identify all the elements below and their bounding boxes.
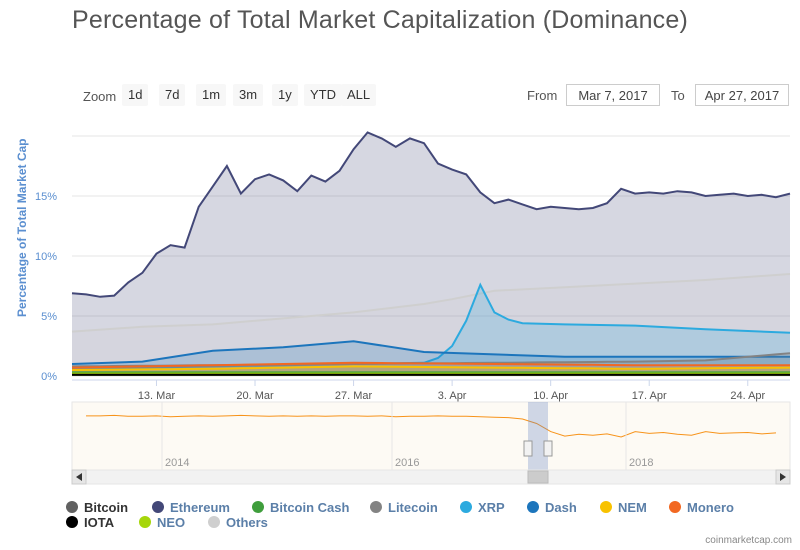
navigator-series-line xyxy=(86,414,777,438)
legend-dot-icon xyxy=(152,501,164,513)
series-line-monero[interactable] xyxy=(71,361,790,369)
legend-item-xrp[interactable]: XRP xyxy=(460,500,505,515)
legend-item-iota[interactable]: IOTA xyxy=(66,515,114,530)
series-line-nem[interactable] xyxy=(71,365,791,371)
y-tick-label: 0% xyxy=(41,371,57,383)
series-area-xrp xyxy=(72,284,790,376)
to-label: To xyxy=(671,88,685,103)
legend-item-neo[interactable]: NEO xyxy=(139,515,185,530)
scrollbar-thumb[interactable] xyxy=(527,470,549,484)
legend-dot-icon xyxy=(252,501,264,513)
legend-label: Dash xyxy=(545,500,577,515)
legend-dot-icon xyxy=(208,516,220,528)
scroll-right-arrow-icon xyxy=(780,473,786,481)
series-area-ethereum xyxy=(72,132,790,376)
legend-label: NEO xyxy=(157,515,186,530)
x-tick-label: 13. Mar xyxy=(138,390,176,402)
navigator-handle[interactable] xyxy=(543,440,553,457)
to-date-input[interactable]: Apr 27, 2017 xyxy=(695,84,789,106)
series-area-others xyxy=(72,274,790,376)
zoom-3m-button[interactable]: 3m xyxy=(233,84,264,106)
legend-label: Monero xyxy=(687,500,734,515)
legend-item-dash[interactable]: Dash xyxy=(527,500,577,515)
x-tick-label: 20. Mar xyxy=(236,390,274,402)
chart-title: Percentage of Total Market Capitalizatio… xyxy=(72,6,688,34)
legend-label: Others xyxy=(226,515,268,530)
y-tick-label: 10% xyxy=(35,251,57,263)
legend-label: XRP xyxy=(478,500,505,515)
legend-item-bitcoin[interactable]: Bitcoin xyxy=(66,500,128,515)
zoom-1d-button[interactable]: 1d xyxy=(122,84,149,106)
x-tick-label: 10. Apr xyxy=(533,390,568,402)
legend-label: Bitcoin Cash xyxy=(270,500,350,515)
from-label: From xyxy=(527,88,558,103)
legend-item-others[interactable]: Others xyxy=(208,515,268,530)
legend-item-nem[interactable]: NEM xyxy=(600,500,647,515)
x-tick-label: 17. Apr xyxy=(632,390,667,402)
legend-dot-icon xyxy=(370,501,382,513)
series-line-ethereum[interactable] xyxy=(71,131,791,298)
from-date-input[interactable]: Mar 7, 2017 xyxy=(566,84,660,106)
scrollbar-track[interactable] xyxy=(71,469,791,485)
legend-dot-icon xyxy=(66,516,78,528)
legend-item-bitcoin-cash[interactable]: Bitcoin Cash xyxy=(252,500,349,515)
zoom-all-button[interactable]: ALL xyxy=(341,84,377,106)
x-tick-label: 24. Apr xyxy=(730,390,765,402)
navigator-panel xyxy=(71,401,791,471)
legend-dot-icon xyxy=(527,501,539,513)
zoom-7d-button[interactable]: 7d xyxy=(159,84,186,106)
legend-dot-icon xyxy=(600,501,612,513)
series-line-others[interactable] xyxy=(71,273,791,333)
legend-label: Bitcoin xyxy=(84,500,129,515)
navigator-year-label: 2016 xyxy=(395,457,419,469)
y-tick-label: 5% xyxy=(41,311,57,323)
zoom-label: Zoom xyxy=(83,89,117,104)
legend-dot-icon xyxy=(139,516,151,528)
scroll-left-arrow-icon xyxy=(76,473,82,481)
legend-dot-icon xyxy=(460,501,472,513)
zoom-1m-button[interactable]: 1m xyxy=(196,84,227,106)
x-tick-label: 27. Mar xyxy=(335,390,373,402)
zoom-1y-button[interactable]: 1y xyxy=(272,84,298,106)
navigator-year-label: 2014 xyxy=(165,457,189,469)
credits-link[interactable]: coinmarketcap.com xyxy=(705,535,792,546)
legend-dot-icon xyxy=(669,501,681,513)
legend-item-monero[interactable]: Monero xyxy=(669,500,734,515)
legend-dot-icon xyxy=(66,501,78,513)
navigator-selection[interactable] xyxy=(528,402,548,470)
legend-item-ethereum[interactable]: Ethereum xyxy=(152,500,230,515)
series-line-dash[interactable] xyxy=(71,340,790,365)
legend-item-litecoin[interactable]: Litecoin xyxy=(370,500,438,515)
series-area-litecoin xyxy=(72,353,790,376)
legend-label: IOTA xyxy=(84,515,115,530)
x-tick-label: 3. Apr xyxy=(438,390,467,402)
legend-label: NEM xyxy=(618,500,647,515)
chart-canvas: 0% 5% 10% 15% 13. Mar 20. Mar 27. Mar 3. Apr 10.… xyxy=(35,131,791,485)
zoom-ytd-button[interactable]: YTD xyxy=(304,84,342,106)
legend-label: Ethereum xyxy=(170,500,230,515)
navigator-year-label: 2018 xyxy=(629,457,653,469)
legend-label: Litecoin xyxy=(388,500,438,515)
navigator-handle[interactable] xyxy=(523,440,533,457)
y-tick-label: 15% xyxy=(35,191,57,203)
